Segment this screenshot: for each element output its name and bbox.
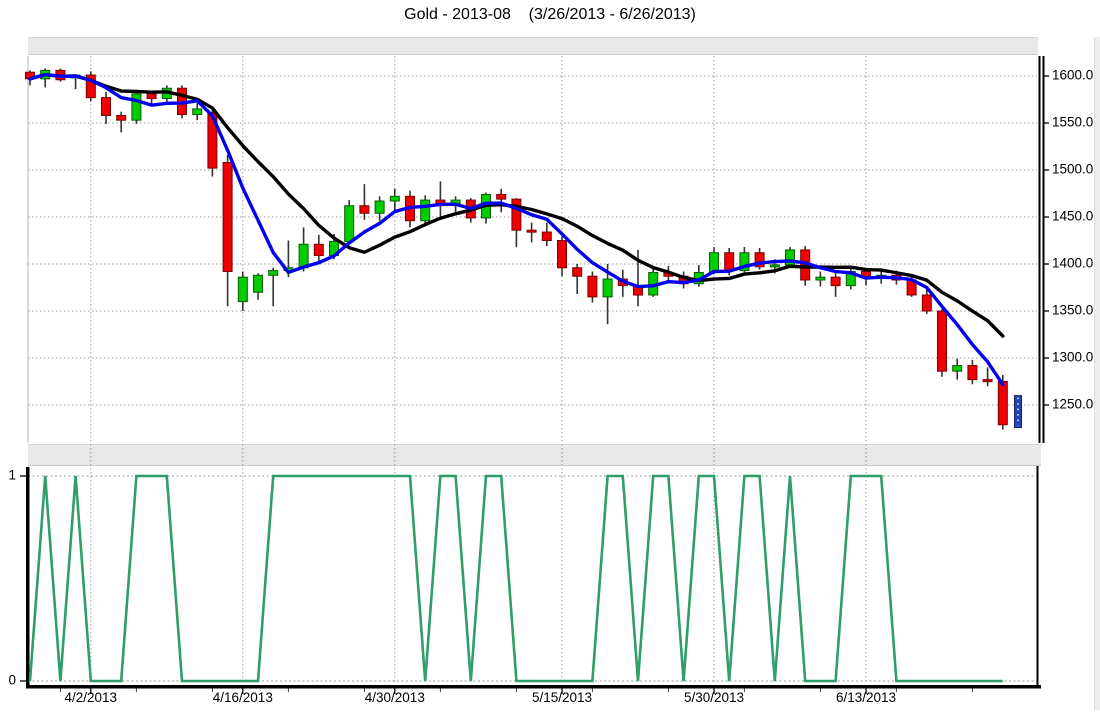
candle-down [861,271,871,277]
date-axis-labels: 4/2/2013 4/16/2013 4/30/2013 5/15/2013 5/30/… [65,690,897,705]
chart-title: Gold - 2013-08 (3/26/2013 - 6/26/2013) [404,6,696,23]
candle-down [511,198,522,231]
date-axis-ticks [59,688,973,694]
price-axis [1038,56,1049,443]
candle-down [146,93,157,100]
candle-up [237,276,248,303]
candle-down [830,276,841,287]
fast-moving-average [28,72,1005,387]
candle-down [967,365,978,381]
candle-up [268,270,279,276]
candle-up [389,195,400,202]
candle-up [815,276,826,281]
candle-up [298,243,309,269]
signal-tick-label: 1 [8,468,16,483]
candle-up [420,199,431,222]
price-axis-labels: 1600.0 1550.0 1500.0 1450.0 1400.0 1350.0 1300… [1052,68,1093,412]
date-tick-label: 4/16/2013 [213,690,273,705]
price-tick-label: 1350.0 [1052,303,1093,318]
candle-down [526,229,537,233]
candle-down [359,205,370,214]
candle-down [937,310,947,372]
candle-up [769,264,780,268]
date-tick-label: 6/13/2013 [836,690,896,705]
price-tick-label: 1400.0 [1052,256,1093,271]
price-tick-label: 1250.0 [1052,397,1093,412]
price-tick-label: 1450.0 [1052,209,1093,224]
candle-down [101,97,111,116]
candle-down [222,161,233,273]
candle-up [952,365,963,372]
signal-tick-label: 0 [8,673,16,688]
candle-down [85,74,96,99]
date-tick-label: 5/15/2013 [532,690,592,705]
candle-up [192,108,203,116]
signal-axis-labels: 10 [8,468,16,688]
date-tick-label: 4/2/2013 [65,690,118,705]
candle-down [313,243,324,257]
top-panel-header-strip [28,37,1038,55]
panel-separator-strip [28,444,1041,466]
candle-down [557,240,567,269]
candle-down [997,381,1008,426]
slow-moving-average [28,72,1005,338]
candle-down [572,267,583,277]
candle-down [754,252,765,268]
candle-down [207,112,218,169]
signal-axes [20,466,1041,689]
candle-down [982,379,993,383]
candle-down [116,114,127,121]
date-tick-label: 5/30/2013 [684,690,744,705]
candle-up [344,205,355,242]
candle-down [724,252,735,272]
candle-up [374,200,385,214]
candle-down [921,294,932,312]
candle-down [541,231,552,241]
current-bar-marker [1014,395,1022,429]
candle-up [602,278,613,298]
price-tick-label: 1300.0 [1052,350,1093,365]
candle-up [709,252,719,273]
price-tick-label: 1550.0 [1052,115,1093,130]
candle-up [131,93,142,121]
price-tick-label: 1500.0 [1052,162,1093,177]
right-scrollbar[interactable] [1094,37,1100,710]
price-tick-label: 1600.0 [1052,68,1093,83]
date-tick-label: 4/30/2013 [365,690,425,705]
candle-up [253,274,263,293]
candle-down [587,275,598,298]
candle-up [739,252,750,272]
price-grid [27,56,1037,443]
candle-down [496,193,507,200]
signal-line [28,474,1003,683]
